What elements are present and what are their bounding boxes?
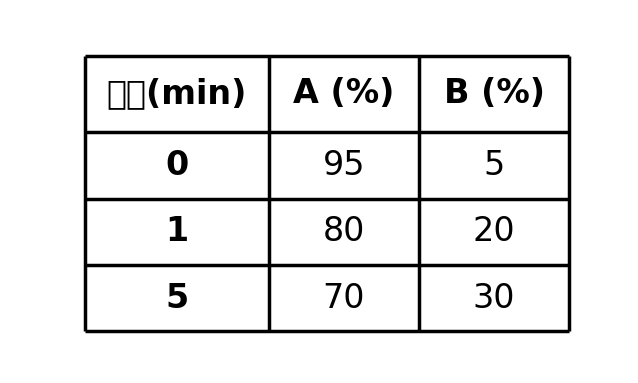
Text: B (%): B (%) [443, 77, 545, 110]
Text: 95: 95 [323, 149, 365, 182]
Text: 70: 70 [323, 282, 365, 314]
Text: 时间(min): 时间(min) [107, 77, 247, 110]
Text: 1: 1 [165, 215, 188, 248]
Text: 5: 5 [484, 149, 505, 182]
Text: A (%): A (%) [293, 77, 395, 110]
Text: 0: 0 [165, 149, 188, 182]
Text: 30: 30 [473, 282, 516, 314]
Text: 5: 5 [165, 282, 188, 314]
Text: 20: 20 [473, 215, 516, 248]
Text: 80: 80 [323, 215, 365, 248]
